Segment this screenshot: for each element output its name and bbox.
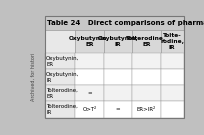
FancyBboxPatch shape	[161, 53, 184, 69]
Text: Oxybutynin,
ER: Oxybutynin, ER	[69, 36, 110, 47]
Text: O>T²: O>T²	[82, 107, 96, 112]
FancyBboxPatch shape	[104, 69, 132, 85]
FancyBboxPatch shape	[161, 85, 184, 101]
FancyBboxPatch shape	[132, 53, 161, 69]
FancyBboxPatch shape	[104, 101, 132, 118]
FancyBboxPatch shape	[75, 69, 104, 85]
Text: Tolterodine,
ER: Tolterodine, ER	[126, 36, 166, 47]
FancyBboxPatch shape	[45, 69, 75, 85]
FancyBboxPatch shape	[104, 85, 132, 101]
FancyBboxPatch shape	[45, 16, 184, 30]
Text: Oxybutynin,
IR: Oxybutynin, IR	[98, 36, 138, 47]
FancyBboxPatch shape	[75, 85, 104, 101]
FancyBboxPatch shape	[45, 85, 75, 101]
FancyBboxPatch shape	[45, 53, 75, 69]
FancyBboxPatch shape	[75, 53, 104, 69]
FancyBboxPatch shape	[45, 101, 75, 118]
FancyBboxPatch shape	[75, 101, 104, 118]
Text: =: =	[116, 107, 120, 112]
FancyBboxPatch shape	[104, 53, 132, 69]
FancyBboxPatch shape	[132, 69, 161, 85]
FancyBboxPatch shape	[161, 30, 184, 53]
Text: Table 24   Direct comparisons of pharmaceutical treat: Table 24 Direct comparisons of pharmaceu…	[47, 20, 204, 26]
Text: Tolterodine,
IR: Tolterodine, IR	[46, 104, 78, 115]
FancyBboxPatch shape	[161, 101, 184, 118]
Text: Archived, for histori: Archived, for histori	[31, 52, 35, 101]
FancyBboxPatch shape	[161, 69, 184, 85]
FancyBboxPatch shape	[75, 30, 104, 53]
Text: Oxybutynin,
ER: Oxybutynin, ER	[46, 56, 79, 67]
FancyBboxPatch shape	[132, 30, 161, 53]
Text: Tolte-
rodine,
IR: Tolte- rodine, IR	[160, 33, 184, 50]
Text: Oxybutynin,
IR: Oxybutynin, IR	[46, 72, 79, 83]
FancyBboxPatch shape	[45, 30, 75, 53]
FancyBboxPatch shape	[104, 30, 132, 53]
FancyBboxPatch shape	[132, 85, 161, 101]
Text: =: =	[87, 91, 92, 96]
Text: ER>IR²: ER>IR²	[137, 107, 156, 112]
Text: Tolterodine,
ER: Tolterodine, ER	[46, 88, 78, 99]
FancyBboxPatch shape	[132, 101, 161, 118]
